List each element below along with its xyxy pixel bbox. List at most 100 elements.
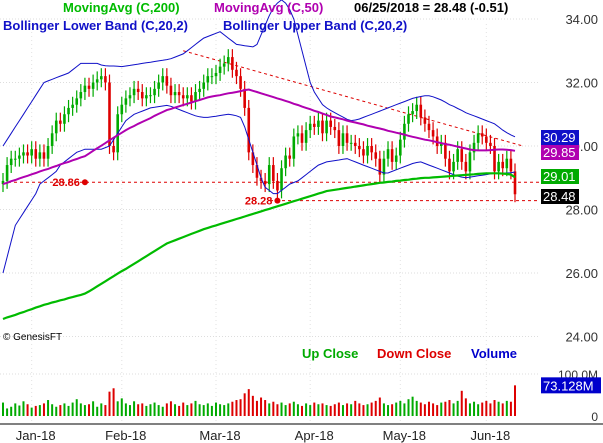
volume-bar [231,401,234,416]
volume-bar [96,406,99,416]
price-bar-body [493,146,496,172]
price-bar-body [472,142,476,153]
price-bar-body [321,120,324,134]
volume-bar [133,401,136,416]
price-bar-body [243,88,246,108]
volume-bar [186,405,189,416]
volume-bar [190,403,193,416]
support-annotation-dot [81,179,88,186]
volume-bar [2,402,4,416]
price-bar-body [1,180,5,185]
price-bar-body [206,76,210,83]
volume-bar [223,405,226,416]
price-bar-body [46,146,50,159]
quote-text: 06/25/2018 = 28.48 (-0.51) [354,0,508,15]
volume-bar [501,403,504,416]
volume-bar [47,400,50,416]
price-bar-body [255,165,259,178]
price-bar-body [411,111,414,115]
price-bar-body [120,104,124,115]
volume-bar [251,395,254,416]
price-tag-box [541,169,579,184]
volume-bar [427,401,430,416]
ma50-line [2,88,516,186]
volume-bar [448,400,451,416]
volume-bar [423,404,426,416]
volume-bar [362,405,365,416]
price-bar-body [276,180,279,191]
volume-bar [227,403,230,416]
price-bar-body [317,120,320,127]
price-bar-body [161,76,165,83]
price-bar-body [222,63,226,67]
price-bar-body [501,161,505,169]
price-bar-body [91,82,95,89]
price-bar-body [280,168,283,191]
volume-tag-box [541,377,601,394]
volume-bar [387,405,390,416]
price-bar-body [218,66,222,73]
volume-bar [452,403,455,416]
price-bar-body [202,82,206,89]
price-bar-body [95,79,99,83]
price-bar-body [353,142,357,146]
volume-bar [350,404,353,416]
price-tag-box [541,130,579,145]
price-bar-body [9,158,13,166]
volume-bar [354,400,357,416]
volume-bar [141,403,144,416]
price-bar-body [439,142,443,146]
volume-bar [370,402,373,416]
price-bar-body [288,155,292,159]
price-bar-body [267,165,271,185]
bb-upper-legend: Bollinger Upper Band (C,20,2) [223,18,407,33]
date-tick-label: Jan-18 [16,428,56,443]
volume-bar [157,405,160,416]
volume-bar [145,405,148,416]
volume-bar [497,401,500,416]
price-bar-body [190,95,193,102]
volume-bar [485,400,488,416]
price-tick-label: 32.00 [565,76,598,91]
price-bar-body [444,142,447,159]
indicator-lines [2,0,516,321]
volume-bars [2,385,516,416]
price-bar-body [13,158,17,160]
price-bar-body [399,139,402,156]
volume-bar [182,402,185,416]
volume-bar [477,404,480,416]
volume-bar [112,388,115,416]
price-bar-body [308,123,312,131]
price-bar-body [296,133,300,137]
price-bar-body [341,133,345,146]
volume-bar [473,401,476,416]
price-bar-body [468,152,472,172]
price-bar-body [423,117,427,124]
price-bar-body [140,92,144,99]
volume-bar [63,403,66,416]
volume-bar [161,406,164,416]
volume-bar [260,397,263,416]
price-tick-label: 34.00 [565,12,598,27]
price-bar-body [104,76,107,83]
volume-bar [6,408,9,416]
price-bar-body [509,158,513,172]
price-bar-body [513,171,517,195]
price-bar-body [173,92,177,96]
price-bar-body [390,149,394,162]
volume-bar [432,403,435,416]
volume-bar [284,405,287,416]
price-bar-body [325,120,328,134]
price-bar-body [42,152,46,159]
volume-bar [333,404,336,416]
volume-bar [55,406,58,416]
price-bar-body [366,146,369,156]
price-bar-body [337,130,341,146]
volume-bar [358,403,361,416]
volume-bar [366,404,369,416]
volume-bar [247,389,250,416]
price-bar-body [239,76,242,89]
volume-bar [214,402,217,416]
price-tag-label: 28.48 [543,189,576,204]
